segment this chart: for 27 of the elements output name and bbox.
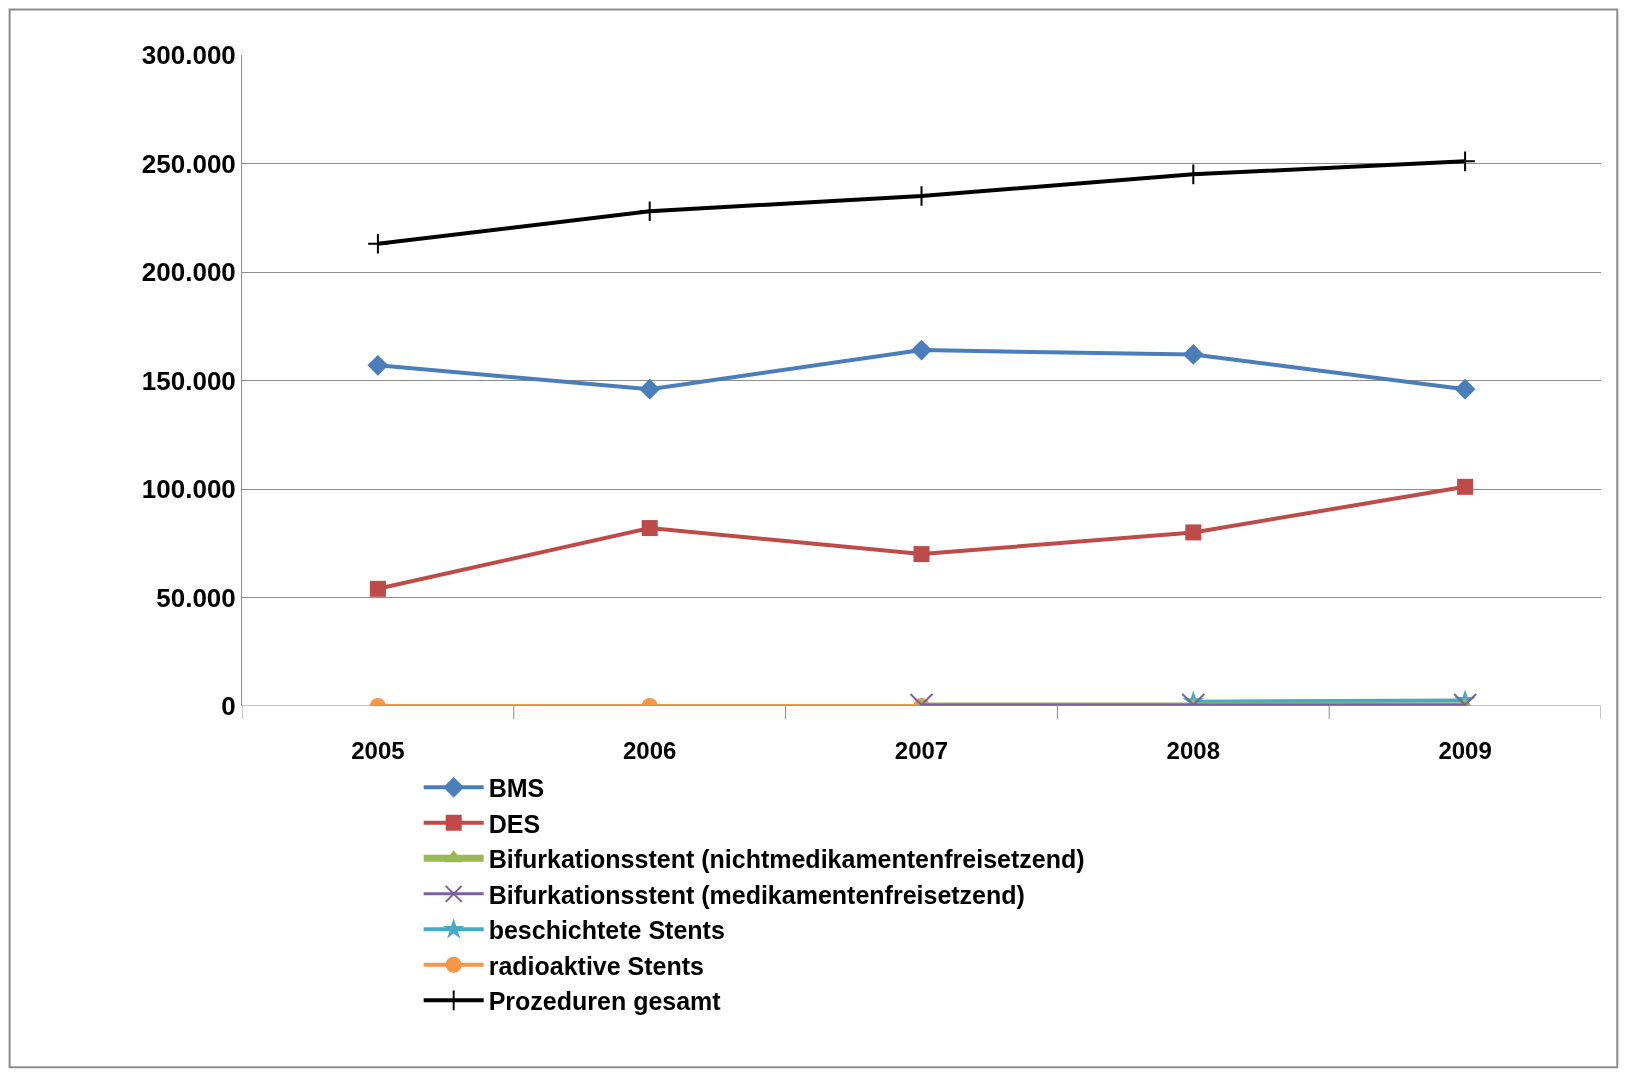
- y-tick-label: 50.000: [156, 582, 236, 613]
- x-tick-label: 2009: [1438, 737, 1492, 764]
- x-tick-label: 2007: [894, 737, 949, 764]
- y-tick-label: 250.000: [141, 148, 236, 179]
- legend-label: DES: [488, 809, 541, 838]
- legend-label: Bifurkationsstent (medikamentenfreisetzend): [488, 880, 1025, 909]
- point: [638, 200, 661, 223]
- legend-label: Bifurkationsstent (nichtmedikamentenfreisetzend): [488, 845, 1085, 874]
- legend-label: beschichtete Stents: [488, 916, 725, 945]
- y-tick-label: 100.000: [141, 474, 236, 505]
- point: [367, 354, 389, 376]
- y-tick-label: 200.000: [141, 257, 236, 288]
- x-tick-label: 2008: [1166, 737, 1220, 764]
- y-tick-label: 300.000: [141, 40, 236, 71]
- legend-label: Prozeduren gesamt: [488, 987, 722, 1016]
- point: [367, 232, 389, 255]
- legend-label: BMS: [488, 774, 545, 803]
- x-tick-label: 2005: [351, 737, 405, 764]
- y-tick-label: 150.000: [141, 365, 236, 396]
- legend-label: radioaktive Stents: [488, 951, 705, 980]
- point: [639, 378, 661, 400]
- point: [1182, 344, 1204, 365]
- y-tick-label: 0: [221, 691, 236, 722]
- point: [911, 339, 932, 361]
- x-tick-label: 2006: [623, 737, 677, 764]
- point: [1454, 378, 1476, 400]
- point: [1457, 478, 1474, 495]
